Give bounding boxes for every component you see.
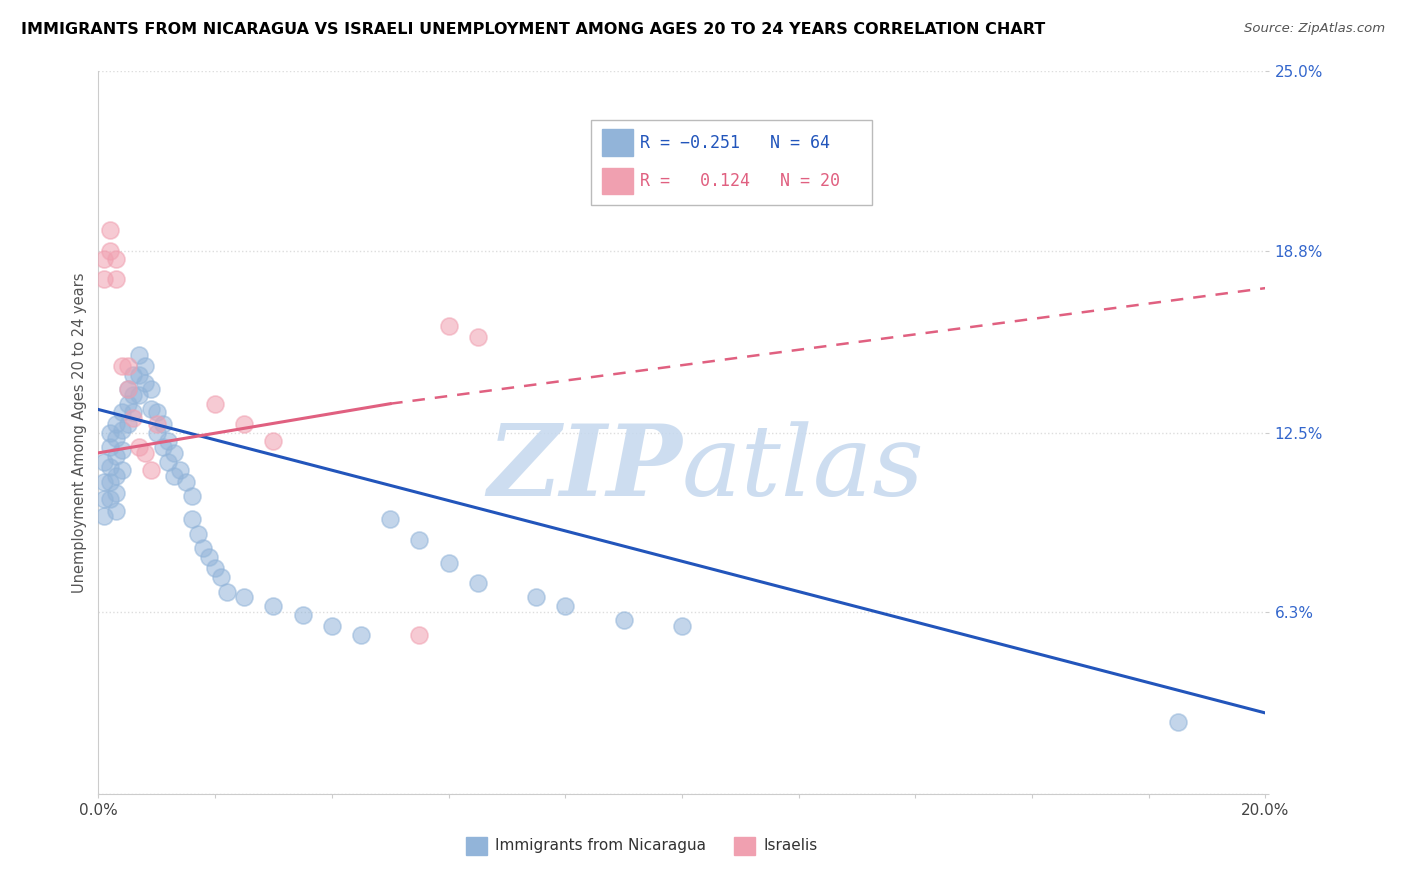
Point: [139, 382, 162, 396]
Point: [104, 469, 127, 483]
Text: ZIP: ZIP: [486, 420, 682, 517]
Point: [671, 619, 693, 633]
Point: [134, 446, 156, 460]
Point: [117, 417, 139, 431]
Point: [104, 431, 127, 445]
Point: [262, 434, 284, 449]
Point: [209, 570, 232, 584]
Point: [93, 509, 115, 524]
Point: [146, 417, 169, 431]
Point: [104, 486, 127, 500]
Point: [104, 417, 127, 431]
Point: [111, 463, 134, 477]
Point: [98, 460, 121, 475]
Text: Source: ZipAtlas.com: Source: ZipAtlas.com: [1244, 22, 1385, 36]
Point: [437, 556, 460, 570]
Point: [128, 440, 150, 454]
Point: [104, 252, 127, 267]
Text: Immigrants from Nicaragua: Immigrants from Nicaragua: [495, 838, 706, 854]
Point: [111, 359, 134, 373]
Point: [233, 417, 256, 431]
Point: [122, 405, 145, 419]
Point: [93, 492, 115, 507]
Point: [122, 368, 145, 382]
Point: [98, 244, 121, 258]
Point: [122, 411, 145, 425]
Point: [204, 561, 226, 575]
Point: [350, 628, 373, 642]
Point: [187, 526, 209, 541]
Point: [198, 549, 221, 564]
Point: [157, 434, 180, 449]
Bar: [465, 838, 486, 855]
Point: [134, 376, 156, 391]
Point: [104, 503, 127, 517]
Point: [98, 223, 121, 237]
Point: [174, 475, 197, 489]
Point: [152, 417, 174, 431]
Point: [98, 425, 121, 440]
Point: [128, 348, 150, 362]
Point: [524, 591, 547, 605]
Point: [128, 388, 150, 402]
Point: [467, 330, 489, 344]
Point: [93, 475, 115, 489]
Point: [262, 599, 284, 613]
Point: [104, 449, 127, 463]
Point: [437, 318, 460, 333]
Text: IMMIGRANTS FROM NICARAGUA VS ISRAELI UNEMPLOYMENT AMONG AGES 20 TO 24 YEARS CORR: IMMIGRANTS FROM NICARAGUA VS ISRAELI UNE…: [21, 22, 1045, 37]
Point: [408, 628, 430, 642]
Point: [111, 442, 134, 457]
Point: [157, 454, 180, 468]
Point: [180, 489, 202, 503]
Text: R = −0.251   N = 64: R = −0.251 N = 64: [640, 134, 830, 152]
Point: [233, 591, 256, 605]
Point: [146, 405, 169, 419]
Point: [204, 397, 226, 411]
Point: [128, 368, 150, 382]
Point: [117, 382, 139, 396]
Text: atlas: atlas: [682, 421, 925, 516]
Point: [139, 463, 162, 477]
Point: [111, 405, 134, 419]
Point: [93, 252, 115, 267]
Point: [163, 446, 186, 460]
Point: [291, 607, 314, 622]
Point: [152, 440, 174, 454]
Point: [554, 599, 576, 613]
Point: [117, 359, 139, 373]
Point: [380, 512, 402, 526]
Point: [612, 614, 634, 628]
Point: [93, 272, 115, 286]
Point: [193, 541, 215, 556]
Point: [467, 575, 489, 590]
Point: [139, 402, 162, 417]
Text: R =   0.124   N = 20: R = 0.124 N = 20: [640, 172, 839, 190]
Point: [180, 512, 202, 526]
Point: [104, 272, 127, 286]
Point: [98, 440, 121, 454]
Point: [122, 388, 145, 402]
Text: Israelis: Israelis: [763, 838, 818, 854]
Point: [98, 492, 121, 507]
Bar: [734, 838, 755, 855]
Point: [163, 469, 186, 483]
Point: [111, 423, 134, 437]
Point: [146, 425, 169, 440]
Point: [98, 475, 121, 489]
Point: [321, 619, 343, 633]
Point: [215, 584, 238, 599]
Point: [169, 463, 191, 477]
Point: [134, 359, 156, 373]
Point: [1167, 714, 1189, 729]
Point: [117, 397, 139, 411]
Y-axis label: Unemployment Among Ages 20 to 24 years: Unemployment Among Ages 20 to 24 years: [72, 272, 87, 593]
Point: [408, 533, 430, 547]
Point: [117, 382, 139, 396]
Point: [93, 454, 115, 468]
